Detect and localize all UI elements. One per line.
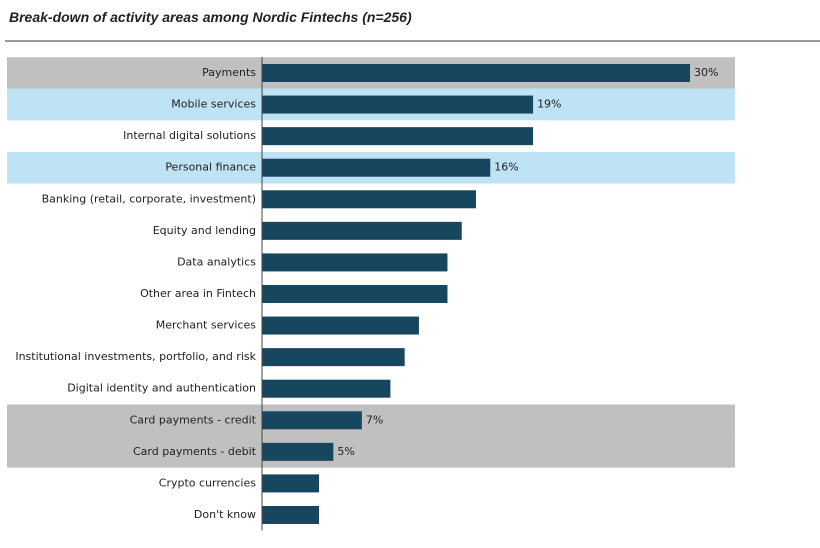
category-label: Banking (retail, corporate, investment): [42, 192, 256, 205]
category-label: Equity and lending: [153, 224, 256, 237]
bar: [262, 253, 448, 272]
bar: [262, 442, 334, 461]
bar: [262, 284, 448, 303]
category-label: Internal digital solutions: [123, 129, 256, 142]
bar: [262, 316, 419, 335]
category-label: Crypto currencies: [159, 476, 256, 489]
category-label: Payments: [202, 66, 256, 79]
bar: [262, 158, 491, 177]
bar: [262, 127, 534, 146]
highlight-band: [7, 436, 735, 468]
bar: [262, 505, 320, 524]
bar: [262, 64, 690, 82]
bar: [262, 411, 362, 430]
category-label: Card payments - debit: [133, 445, 257, 458]
category-label: Don't know: [194, 508, 256, 521]
category-label: Personal finance: [165, 161, 256, 174]
bar: [262, 190, 476, 209]
highlight-band: [7, 404, 735, 437]
bar: [262, 379, 391, 398]
value-label: 30%: [694, 66, 718, 79]
value-label: 5%: [337, 445, 354, 458]
category-label: Institutional investments, portfolio, an…: [15, 350, 256, 363]
bar: [262, 221, 462, 240]
category-label: Digital identity and authentication: [67, 382, 256, 395]
chart-title: Break-down of activity areas among Nordi…: [9, 9, 412, 25]
bar: [262, 95, 534, 114]
plot: Payments 30% Mobile services 19% Internal di…: [15, 57, 718, 531]
category-label: Data analytics: [177, 255, 256, 268]
value-label: 7%: [366, 413, 383, 426]
category-label: Card payments - credit: [130, 413, 257, 426]
value-label: 19%: [537, 98, 561, 111]
bar: [262, 348, 405, 367]
category-label: Mobile services: [171, 98, 256, 111]
category-label: Merchant services: [156, 319, 256, 332]
category-label: Other area in Fintech: [140, 287, 256, 300]
bar: [262, 474, 320, 493]
value-label: 16%: [494, 161, 518, 174]
